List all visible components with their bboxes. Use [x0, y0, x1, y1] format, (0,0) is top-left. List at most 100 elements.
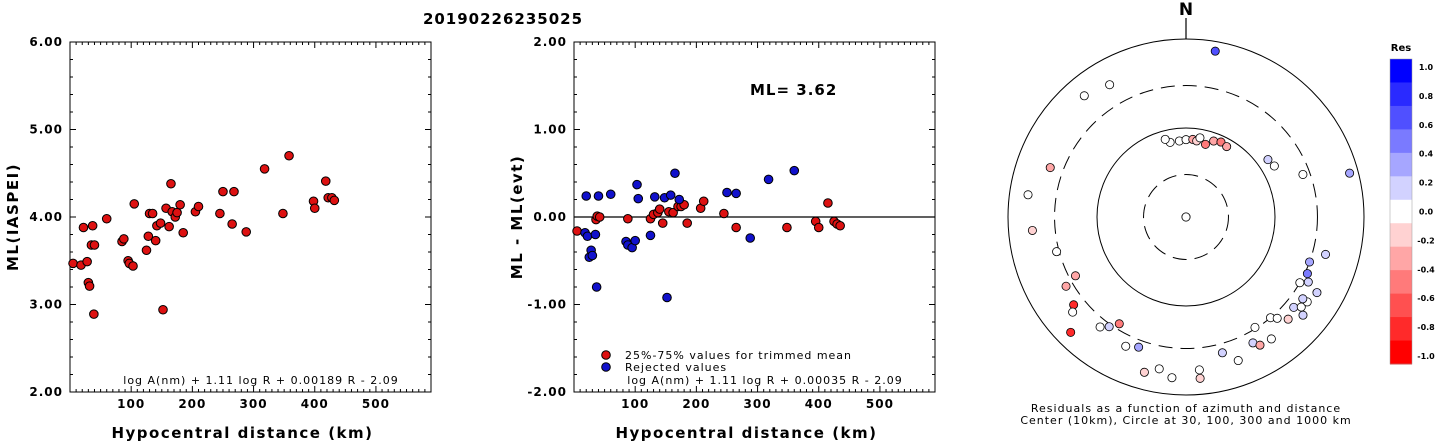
colorbar-label: 0.4: [1419, 150, 1434, 159]
data-point: [166, 178, 176, 189]
data-point: [309, 203, 320, 214]
colorbar-label: -0.6: [1417, 294, 1435, 303]
colorbar-frame: [1389, 58, 1413, 365]
y-axis-label: ML - ML(evt): [508, 155, 526, 279]
colorbar-segment: [1390, 59, 1412, 83]
colorbar-segment: [1390, 199, 1412, 224]
data-point: [745, 233, 756, 243]
data-point: [89, 309, 99, 319]
data-point: [158, 304, 168, 315]
station-point: [1134, 342, 1144, 352]
station-point: [1181, 212, 1191, 222]
station-point: [1195, 373, 1205, 383]
station-point: [1255, 340, 1265, 350]
data-point: [82, 256, 92, 267]
colorbar-title: Res: [1391, 43, 1411, 54]
data-point: [654, 204, 665, 214]
station-point: [1217, 348, 1227, 358]
formula-text: log A(nm) + 1.11 log R + 0.00035 R - 2.0…: [627, 374, 902, 387]
data-point: [662, 292, 672, 303]
station-point: [1263, 155, 1273, 165]
colorbar-label: 0.2: [1419, 179, 1433, 188]
x-tick-label: 200: [682, 397, 710, 411]
data-point: [722, 187, 732, 198]
distance-ring: [1143, 174, 1229, 260]
polar-residual-panel: N Residuals as a function of azimuth and …: [1007, 0, 1365, 427]
data-point: [215, 208, 225, 219]
y-tick-label: 2.00: [29, 385, 63, 399]
colorbar-segment: [1390, 246, 1412, 271]
station-point: [1068, 307, 1078, 317]
station-point: [1289, 302, 1299, 312]
data-point: [590, 229, 601, 240]
data-point: [68, 258, 78, 269]
station-point: [1250, 322, 1260, 332]
residual-scatter-panel: 100 200 300 400 500 -2.00 -1.00 0.00 1.00 2.00 Hyp…: [508, 35, 936, 442]
data-point: [587, 250, 598, 261]
data-point: [147, 208, 158, 219]
station-point: [1079, 91, 1089, 101]
station-point: [1298, 169, 1308, 179]
x-tick-label: 300: [240, 397, 268, 411]
station-point: [1312, 288, 1322, 298]
data-point: [605, 189, 616, 200]
data-point: [594, 212, 605, 222]
data-point: [623, 213, 633, 224]
station-point: [1209, 136, 1219, 146]
legend-label: Rejected values: [625, 361, 727, 374]
data-point: [78, 222, 89, 233]
data-point: [813, 222, 824, 233]
data-point: [284, 150, 294, 161]
data-point: [101, 213, 112, 224]
y-axis-label: ML(IASPEI): [4, 163, 22, 271]
y-tick-label: 0.00: [533, 210, 567, 224]
station-point: [1295, 278, 1305, 288]
station-point: [1210, 46, 1220, 56]
colorbar-segment: [1390, 176, 1412, 201]
colorbar-label: -1.0: [1417, 352, 1435, 361]
data-point: [581, 191, 592, 201]
ml-annotation: ML= 3.62: [750, 81, 837, 99]
data-point: [178, 227, 188, 238]
station-point: [1061, 281, 1071, 291]
data-point: [128, 261, 138, 271]
station-point: [1160, 134, 1170, 144]
station-point: [1302, 269, 1312, 279]
data-point: [649, 192, 660, 202]
distance-ring: [1054, 85, 1318, 349]
station-point: [1195, 133, 1205, 143]
station-point: [1266, 334, 1276, 344]
station-point: [1167, 373, 1177, 383]
colorbar-label: 1.0: [1419, 63, 1434, 72]
station-point: [1283, 314, 1293, 324]
data-point: [572, 226, 582, 236]
data-point: [164, 221, 174, 232]
station-point: [1066, 327, 1076, 337]
x-tick-label: 100: [117, 397, 145, 411]
y-tick-label: -1.00: [527, 298, 567, 312]
colorbar-label: -0.8: [1417, 323, 1435, 332]
data-point: [172, 207, 182, 218]
data-point: [763, 174, 774, 185]
x-axis-label: Hypocentral distance (km): [615, 424, 877, 441]
data-point: [630, 235, 640, 246]
data-point: [129, 199, 140, 209]
data-point: [782, 222, 792, 233]
y-tick-label: 2.00: [533, 35, 567, 49]
data-point: [645, 230, 656, 241]
data-point: [835, 220, 845, 231]
station-point: [1105, 80, 1115, 90]
station-point: [1305, 257, 1315, 267]
station-point: [1269, 161, 1279, 171]
station-point: [1104, 322, 1114, 332]
station-point: [1298, 310, 1308, 320]
station-point: [1052, 247, 1062, 257]
data-point: [719, 208, 729, 219]
data-point: [278, 208, 288, 219]
x-tick-label: 400: [301, 397, 329, 411]
colorbar-segment: [1390, 340, 1412, 365]
colorbar-segment: [1390, 317, 1412, 342]
y-tick-label: -2.00: [527, 385, 567, 399]
data-point: [155, 218, 166, 228]
